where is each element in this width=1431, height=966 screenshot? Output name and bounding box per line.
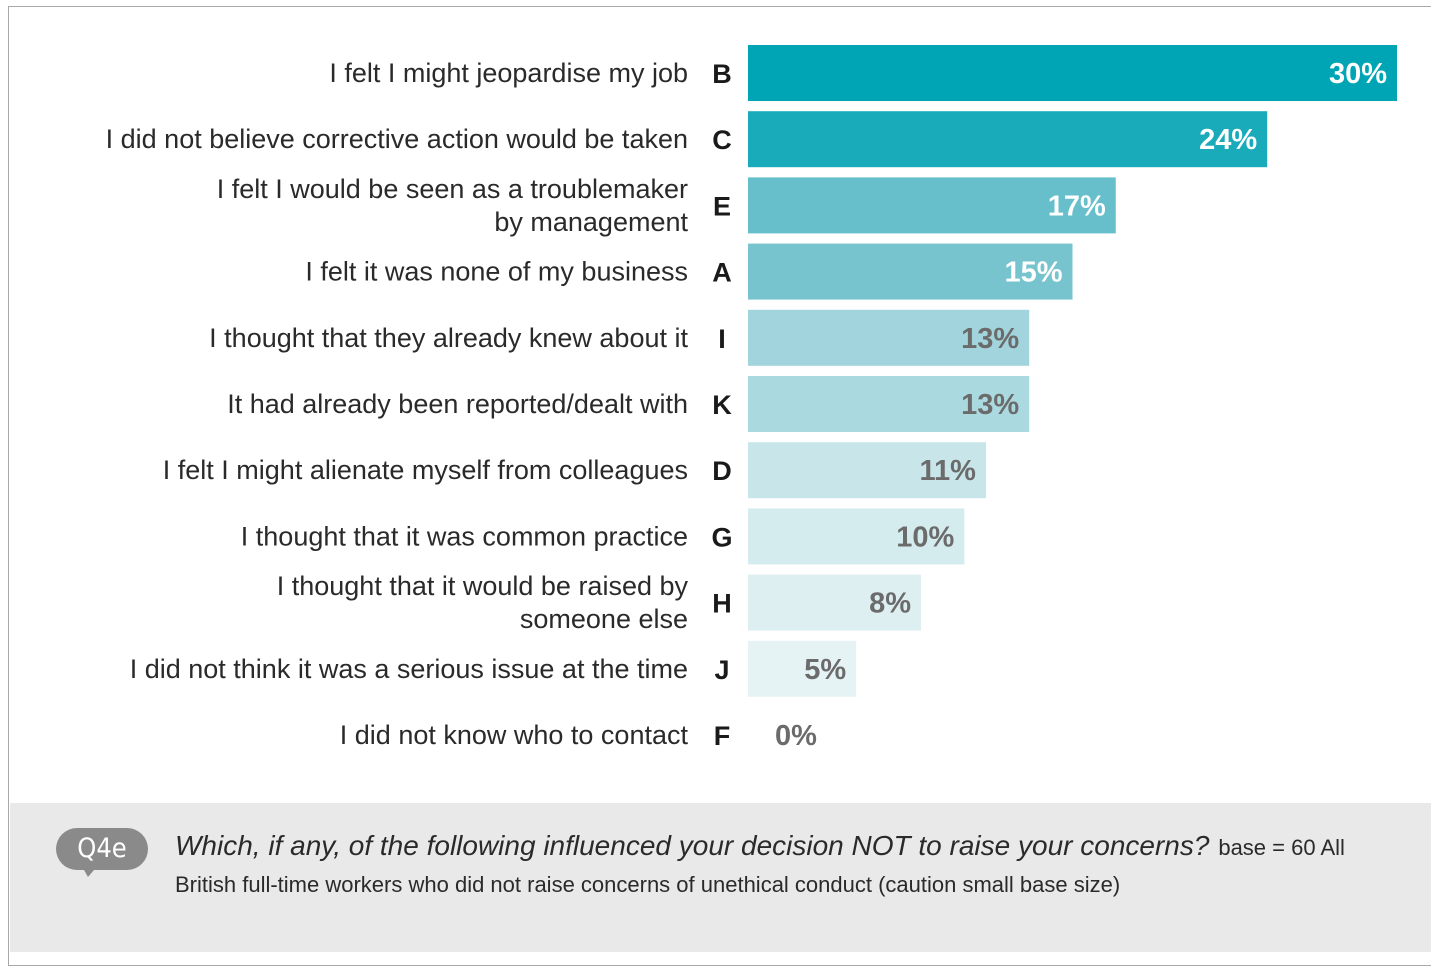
category-code: E bbox=[713, 191, 731, 221]
category-code: K bbox=[712, 390, 732, 420]
category-label-line: I did not think it was a serious issue a… bbox=[130, 654, 688, 684]
category-code: I bbox=[718, 324, 726, 354]
value-label: 10% bbox=[896, 521, 954, 553]
category-code: G bbox=[711, 522, 732, 552]
category-code: F bbox=[714, 721, 731, 751]
category-label: I did not believe corrective action woul… bbox=[106, 124, 688, 154]
category-code: A bbox=[712, 258, 732, 288]
category-label: I thought that they already knew about i… bbox=[209, 323, 688, 353]
bar-A bbox=[748, 243, 1073, 300]
bar-H bbox=[748, 574, 922, 631]
category-code: D bbox=[712, 456, 732, 486]
category-label: I felt it was none of my business bbox=[305, 257, 688, 287]
bar-K bbox=[748, 376, 1030, 432]
bar-I bbox=[748, 309, 1030, 366]
category-label-line: I felt I might alienate myself from coll… bbox=[163, 455, 688, 485]
category-label-line: It had already been reported/dealt with bbox=[227, 389, 688, 419]
question-footer: Q4e Which, if any, of the following infl… bbox=[10, 803, 1431, 952]
category-label-line: by management bbox=[494, 207, 688, 237]
category-label-line: I did not believe corrective action woul… bbox=[106, 124, 688, 154]
category-label-line: I felt it was none of my business bbox=[305, 257, 688, 287]
question-badge-tail bbox=[80, 863, 100, 877]
question-base: base = 60 All British full-time workers … bbox=[175, 835, 1345, 897]
category-code: C bbox=[712, 125, 732, 155]
value-label: 13% bbox=[961, 389, 1019, 421]
question-text: Which, if any, of the following influenc… bbox=[175, 830, 1210, 861]
category-code: B bbox=[712, 59, 732, 89]
bar-C bbox=[748, 111, 1268, 168]
bar-chart: I felt I might jeopardise my job B 30% I di… bbox=[106, 45, 1397, 752]
category-label-line: I felt I would be seen as a troublemaker bbox=[217, 174, 688, 204]
category-label: I thought that it was common practice bbox=[241, 521, 688, 551]
category-label-line: I thought that they already knew about i… bbox=[209, 323, 688, 353]
value-label: 0% bbox=[775, 720, 817, 752]
category-label-line: I did not know who to contact bbox=[340, 720, 689, 750]
category-label-line: someone else bbox=[520, 604, 688, 634]
category-label: I felt I might alienate myself from coll… bbox=[163, 455, 688, 485]
bar-G bbox=[748, 508, 965, 565]
category-label: I thought that it would be raised by some… bbox=[277, 571, 689, 634]
category-label: I did not know who to contact bbox=[340, 720, 689, 750]
category-label: It had already been reported/dealt with bbox=[227, 389, 688, 419]
category-label: I felt I might jeopardise my job bbox=[329, 58, 688, 88]
question-block: Which, if any, of the following influenc… bbox=[175, 829, 1375, 905]
value-label: 30% bbox=[1329, 58, 1387, 90]
category-label-line: I thought that it was common practice bbox=[241, 521, 688, 551]
value-label: 17% bbox=[1048, 190, 1106, 222]
value-label: 11% bbox=[920, 455, 977, 487]
value-label: 24% bbox=[1199, 124, 1257, 156]
bar-D bbox=[748, 442, 986, 499]
value-label: 8% bbox=[869, 588, 911, 620]
value-label: 15% bbox=[1004, 257, 1062, 289]
bar-E bbox=[748, 177, 1116, 234]
bar-J bbox=[748, 640, 857, 697]
category-label-line: I felt I might jeopardise my job bbox=[329, 58, 688, 88]
bar-B bbox=[748, 45, 1397, 101]
question-badge: Q4e bbox=[56, 828, 148, 870]
value-label: 5% bbox=[804, 654, 846, 686]
category-code: H bbox=[712, 589, 732, 619]
category-label-line: I thought that it would be raised by bbox=[277, 571, 689, 601]
category-code: J bbox=[714, 655, 729, 685]
value-label: 13% bbox=[961, 323, 1019, 355]
category-label: I did not think it was a serious issue a… bbox=[130, 654, 688, 684]
category-label: I felt I would be seen as a troublemaker… bbox=[217, 174, 689, 237]
